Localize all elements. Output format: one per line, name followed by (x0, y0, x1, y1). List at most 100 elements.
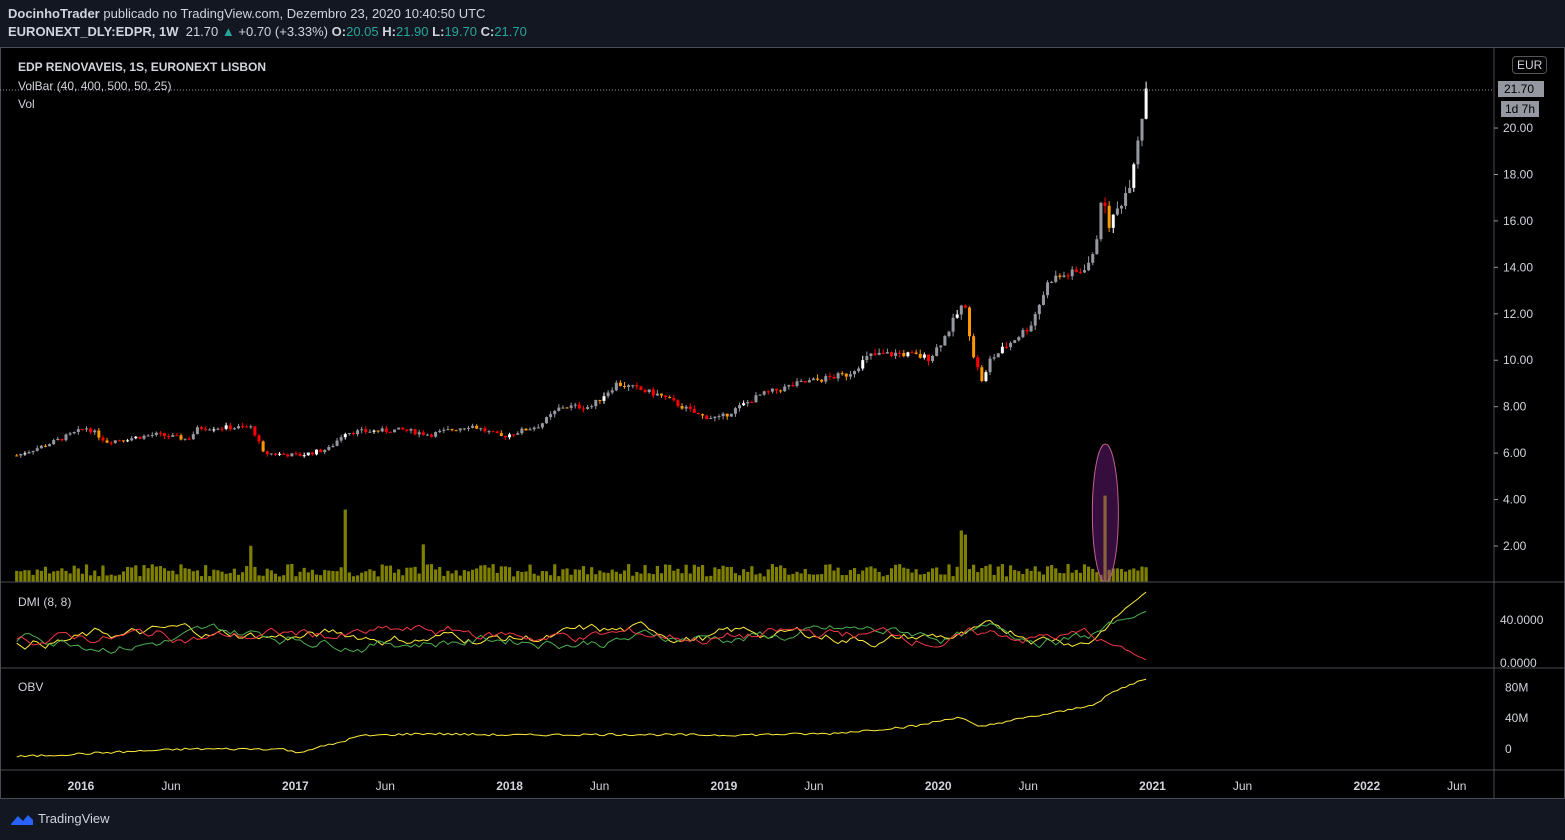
candle-body (430, 434, 434, 437)
volume-bar (401, 575, 405, 582)
volume-bar (376, 576, 380, 582)
candle-body (319, 449, 323, 453)
dmi-legend[interactable]: DMI (8, 8) (18, 595, 72, 609)
candle-body (586, 407, 590, 409)
candle-body (1000, 346, 1004, 354)
candle-body (598, 399, 602, 401)
vol-legend[interactable]: Vol (18, 97, 35, 111)
candle-body (80, 429, 84, 431)
currency-button[interactable]: EUR (1512, 56, 1548, 74)
volume-bar (516, 571, 520, 582)
volume-bar (105, 575, 109, 582)
candle-body (561, 407, 565, 409)
chart-svg[interactable]: 2.00 4.00 6.00 8.00 10.00 12.00 14.00 16.00 18.0… (0, 47, 1565, 799)
candle-body (803, 380, 807, 383)
candle-body (1119, 205, 1123, 209)
volume-bar (52, 571, 56, 582)
author-name[interactable]: DocinhoTrader (8, 6, 100, 21)
candle-body (508, 434, 512, 438)
candle-body (356, 430, 360, 435)
volume-bar (347, 572, 351, 582)
volume-bar (684, 564, 688, 582)
candle-body (651, 389, 655, 396)
candle-body (861, 360, 865, 369)
obv-tick-label: 0 (1505, 742, 1512, 756)
candle-body (56, 438, 60, 441)
volume-bar (569, 574, 573, 582)
candle-body (273, 453, 277, 455)
symbol-info: EURONEXT_DLY:EDPR, 1W 21.70 ▲ +0.70 (+3.… (8, 24, 527, 39)
volume-bar (865, 567, 869, 582)
candle-body (968, 307, 972, 337)
volume-bar (1111, 568, 1115, 582)
candle-body (1004, 346, 1008, 348)
volume-bar (245, 566, 249, 582)
chart-area[interactable]: 2.00 4.00 6.00 8.00 10.00 12.00 14.00 16.00 18.0… (0, 47, 1565, 799)
volume-bar (269, 570, 273, 582)
obv-legend[interactable]: OBV (18, 680, 44, 694)
last-price-label: 21.70 (1498, 81, 1544, 97)
candle-body (1037, 304, 1041, 315)
candle-body (224, 425, 228, 429)
candle-body (298, 453, 302, 457)
candle-body (310, 452, 314, 455)
candle-body (1132, 164, 1136, 188)
volume-bar (524, 571, 528, 582)
candle-body (282, 453, 286, 455)
volume-bar (709, 575, 713, 582)
volume-bar (302, 567, 306, 582)
time-tick-label: Jun (1233, 779, 1252, 793)
candle-body (795, 381, 799, 386)
volume-bar (791, 573, 795, 582)
candle-body (918, 353, 922, 358)
volume-bar (692, 564, 696, 582)
candle-body (495, 431, 499, 434)
symbol-legend[interactable]: EDP RENOVAVEIS, 1S, EURONEXT LISBON (18, 60, 267, 74)
volume-bar (885, 574, 889, 582)
candle-body (306, 452, 310, 456)
volume-bar (294, 576, 298, 582)
volume-bar (984, 565, 988, 582)
volbar-legend[interactable]: VolBar (40, 400, 500, 50, 25) (18, 79, 172, 93)
price-tick-label: 6.00 (1503, 446, 1527, 460)
volume-bar (351, 576, 356, 582)
volume-bar (643, 565, 647, 582)
candle-body (23, 453, 27, 455)
candle-body (343, 434, 347, 438)
volume-bar (947, 564, 951, 582)
volume-bar (857, 574, 861, 582)
candle-body (811, 378, 815, 381)
candle-body (462, 428, 466, 430)
volume-bar (138, 576, 142, 582)
candle-body (549, 414, 553, 418)
volume-bar (627, 564, 631, 582)
footer-brand[interactable]: TradingView (10, 811, 110, 826)
candle-body (1029, 325, 1033, 332)
high-label: H: (382, 24, 396, 39)
candle-body (228, 425, 232, 430)
volume-bar (1050, 565, 1054, 582)
candle-body (528, 429, 532, 431)
volume-bar (594, 574, 598, 582)
volume-bar (355, 575, 360, 582)
candle-body (35, 448, 39, 451)
candle-body (1107, 205, 1111, 228)
volume-bar (807, 574, 811, 582)
price-tick-label: 4.00 (1503, 493, 1527, 507)
candle-body (713, 416, 717, 419)
volume-bar (585, 574, 590, 582)
time-tick-label: 2018 (496, 779, 523, 793)
candle-body (454, 430, 458, 432)
time-tick-label: 2022 (1353, 779, 1380, 793)
volume-bar (1136, 570, 1140, 582)
volume-bar (906, 568, 910, 582)
candle-body (220, 428, 224, 430)
volume-bar (1095, 572, 1099, 582)
volume-bar (130, 567, 134, 582)
candle-body (232, 428, 236, 430)
volume-bar (935, 567, 939, 582)
volume-bar (614, 571, 618, 582)
price-pane (15, 81, 1148, 458)
volume-bar (1037, 571, 1041, 582)
candle-body (668, 397, 672, 399)
